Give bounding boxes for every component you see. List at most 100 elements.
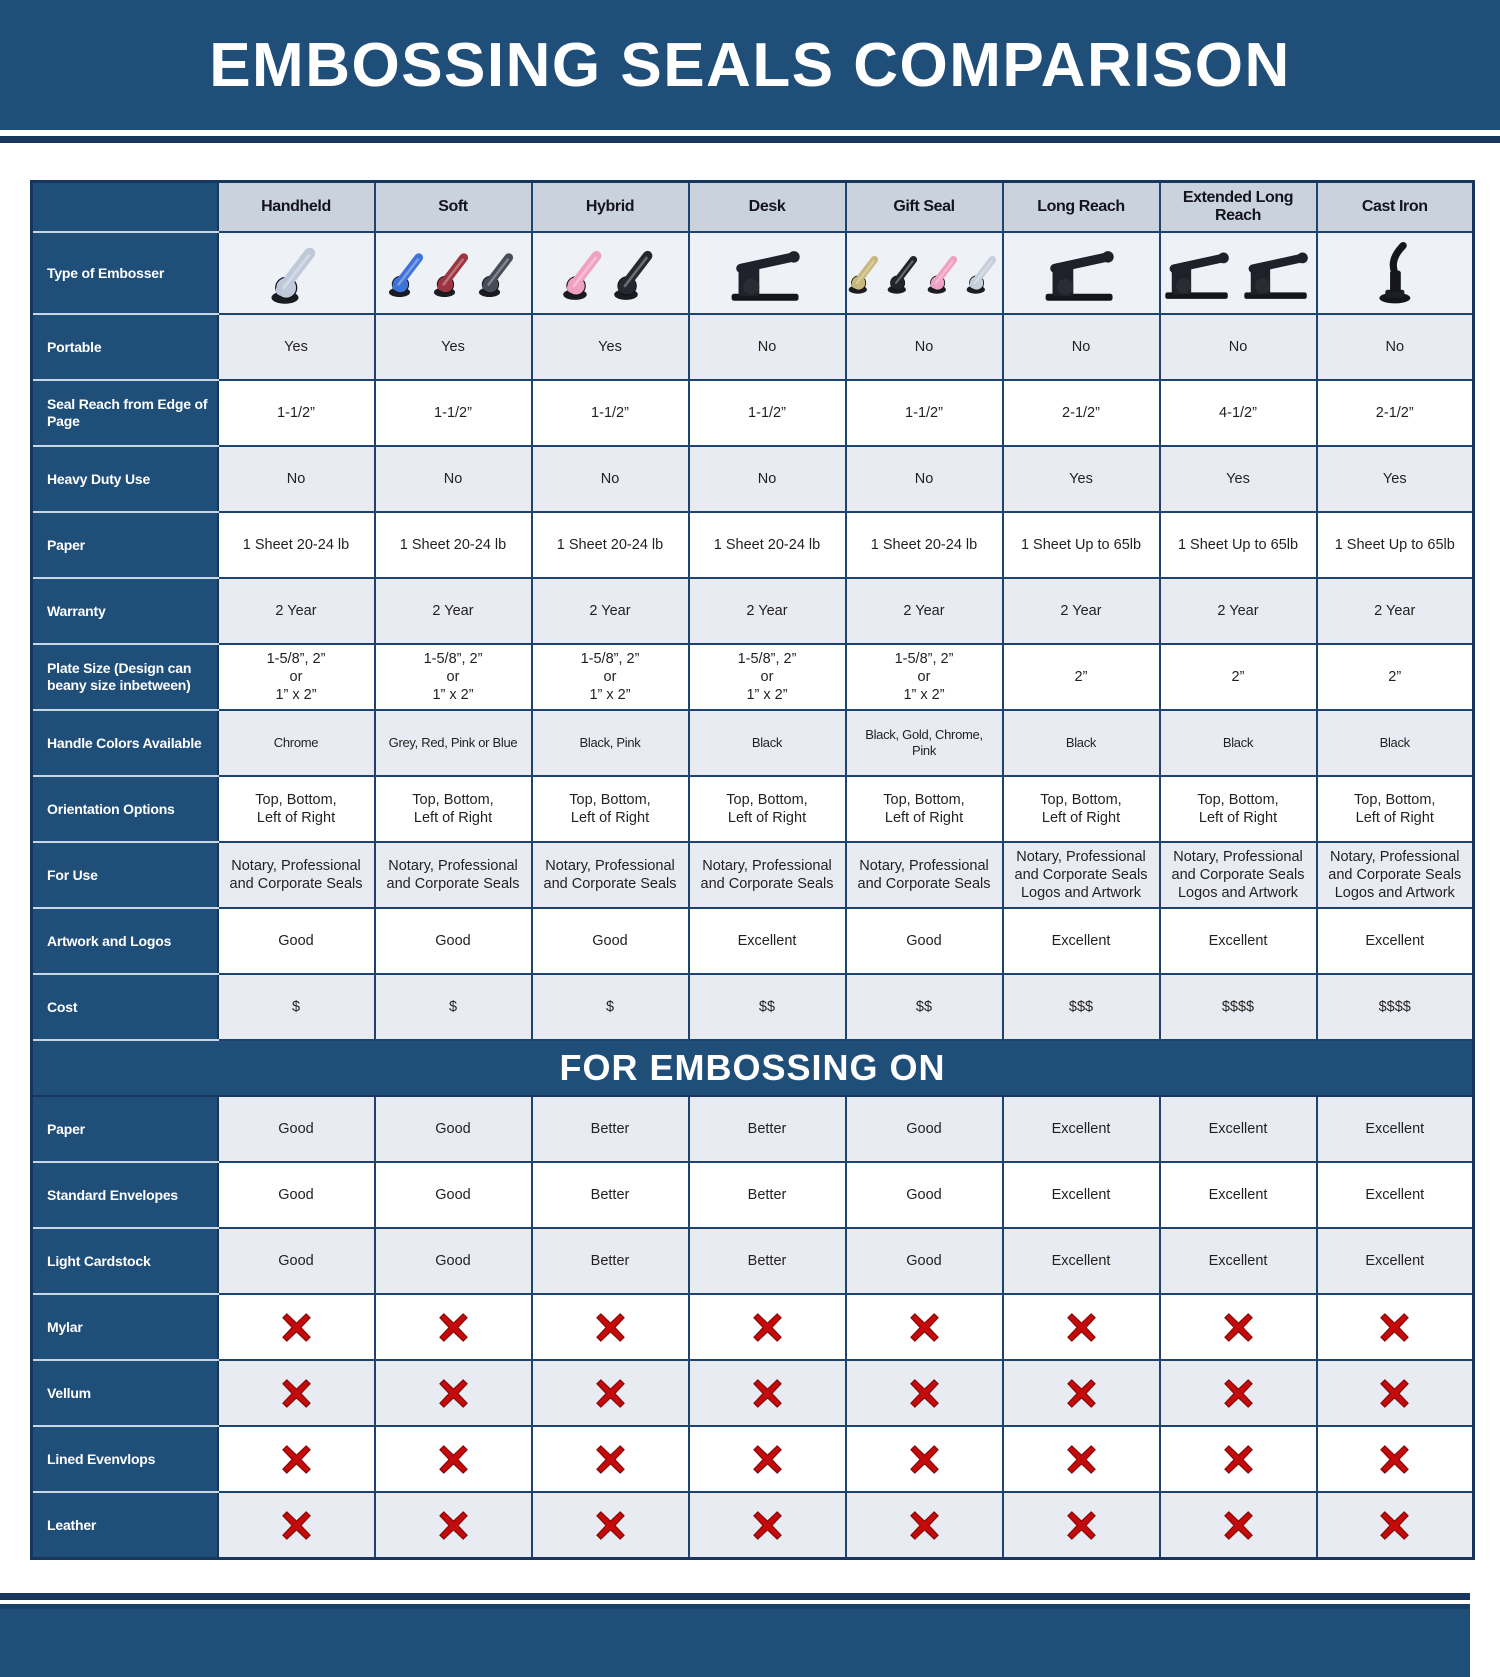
value-cell [1315, 1359, 1475, 1427]
value-cell: Yes [1158, 445, 1318, 513]
value-cell [1001, 1293, 1161, 1361]
value-cell: 1-1/2” [373, 379, 533, 447]
x-icon [752, 1378, 782, 1408]
column-header-5: Long Reach [1001, 180, 1161, 233]
x-icon [1380, 1378, 1410, 1408]
value-cell: Good [216, 1161, 376, 1229]
spec-row: Handle Colors Available Chrome Grey, Red, … [31, 709, 1475, 777]
x-icon [438, 1312, 468, 1342]
value-cell: Excellent [1158, 1095, 1318, 1163]
value-cell [1001, 1425, 1161, 1493]
value-cell: Good [844, 1161, 1004, 1229]
x-icon [1066, 1510, 1096, 1540]
x-icon [595, 1510, 625, 1540]
value-cell: Black, Pink [530, 709, 690, 777]
value-cell: No [844, 445, 1004, 513]
row-label: Seal Reach from Edge of Page [31, 379, 219, 447]
value-cell: Good [373, 1161, 533, 1229]
value-cell: Yes [530, 313, 690, 381]
value-cell: Notary, Professional and Corporate Seals [216, 841, 376, 909]
row-label: Light Cardstock [31, 1227, 219, 1295]
column-header-7: Cast Iron [1315, 180, 1475, 233]
value-cell: 2 Year [844, 577, 1004, 645]
embossing-row: Light Cardstock Good Good Better Better Good E… [31, 1227, 1475, 1295]
value-cell [530, 1359, 690, 1427]
value-cell: 1 Sheet Up to 65lb [1001, 511, 1161, 579]
value-cell: 1-5/8”, 2” or 1” x 2” [844, 643, 1004, 711]
x-icon [752, 1312, 782, 1342]
column-header-4: Gift Seal [844, 180, 1004, 233]
value-cell [373, 1491, 533, 1560]
title-divider [0, 136, 1500, 143]
handheld-embosser-icon [433, 253, 468, 298]
column-header-row: Handheld Soft Hybrid Desk Gift Seal Long Reac… [31, 180, 1475, 233]
value-cell: 1-5/8”, 2” or 1” x 2” [216, 643, 376, 711]
value-cell: 1 Sheet Up to 65lb [1315, 511, 1475, 579]
value-cell: 2 Year [1315, 577, 1475, 645]
embosser-photo-cell [530, 231, 690, 315]
desk-embosser-icon [1045, 251, 1114, 301]
value-cell: Grey, Red, Pink or Blue [373, 709, 533, 777]
value-cell [373, 1293, 533, 1361]
value-cell: Notary, Professional and Corporate Seals… [1001, 841, 1161, 909]
x-icon [909, 1312, 939, 1342]
value-cell: Good [216, 907, 376, 975]
value-cell [844, 1359, 1004, 1427]
value-cell: Excellent [687, 907, 847, 975]
spec-row: Orientation Options Top, Bottom, Left of … [31, 775, 1475, 843]
value-cell [687, 1491, 847, 1560]
row-label: Paper [31, 1095, 219, 1163]
value-cell: No [844, 313, 1004, 381]
value-cell: 1-1/2” [844, 379, 1004, 447]
row-label: Paper [31, 511, 219, 579]
spec-row: Plate Size (Design can beany size inbetw… [31, 643, 1475, 711]
value-cell [1315, 1491, 1475, 1560]
value-cell: Good [373, 1095, 533, 1163]
x-icon [595, 1312, 625, 1342]
x-icon [595, 1378, 625, 1408]
value-cell: 1 Sheet Up to 65lb [1158, 511, 1318, 579]
value-cell: 1-1/2” [216, 379, 376, 447]
value-cell: Yes [216, 313, 376, 381]
value-cell: $$$$ [1158, 973, 1318, 1041]
value-cell: Excellent [1315, 1095, 1475, 1163]
embosser-photo [1318, 242, 1473, 304]
embosser-photo [1161, 245, 1316, 301]
value-cell: Top, Bottom, Left of Right [844, 775, 1004, 843]
comparison-table-wrap: Handheld Soft Hybrid Desk Gift Seal Long Reac… [30, 180, 1475, 1560]
value-cell [844, 1425, 1004, 1493]
value-cell: Top, Bottom, Left of Right [1158, 775, 1318, 843]
embosser-photo-cell [844, 231, 1004, 315]
value-cell [1158, 1425, 1318, 1493]
spec-row: Seal Reach from Edge of Page 1-1/2” 1-1/2”… [31, 379, 1475, 447]
value-cell [687, 1359, 847, 1427]
value-cell: 2-1/2” [1001, 379, 1161, 447]
value-cell [373, 1359, 533, 1427]
value-cell [1001, 1491, 1161, 1560]
value-cell: $$$$ [1315, 973, 1475, 1041]
section-band-row: FOR EMBOSSING ON [31, 1039, 1474, 1097]
value-cell [216, 1425, 376, 1493]
value-cell: 1 Sheet 20-24 lb [687, 511, 847, 579]
spec-row: Cost $ $ $ $$ $$ $$$ $$$$ $$$$ [31, 973, 1475, 1041]
column-header-0: Handheld [216, 180, 376, 233]
value-cell [530, 1293, 690, 1361]
value-cell: 2 Year [687, 577, 847, 645]
value-cell: Good [844, 1095, 1004, 1163]
value-cell: 1 Sheet 20-24 lb [844, 511, 1004, 579]
value-cell: Black [1001, 709, 1161, 777]
spec-row: Heavy Duty Use No No No No No Yes Yes Yes [31, 445, 1475, 513]
row-label: Portable [31, 313, 219, 381]
x-icon [909, 1378, 939, 1408]
row-label: Lined Evenvlops [31, 1425, 219, 1493]
x-icon [438, 1378, 468, 1408]
row-label: Warranty [31, 577, 219, 645]
x-icon [281, 1312, 311, 1342]
embosser-photo-cell [1001, 231, 1161, 315]
value-cell: Black, Gold, Chrome, Pink [844, 709, 1004, 777]
spec-row: Portable Yes Yes Yes No No No No No [31, 313, 1475, 381]
value-cell: Notary, Professional and Corporate Seals… [1158, 841, 1318, 909]
value-cell: Excellent [1158, 1227, 1318, 1295]
desk-embosser-icon [1165, 252, 1229, 299]
value-cell: Better [687, 1095, 847, 1163]
